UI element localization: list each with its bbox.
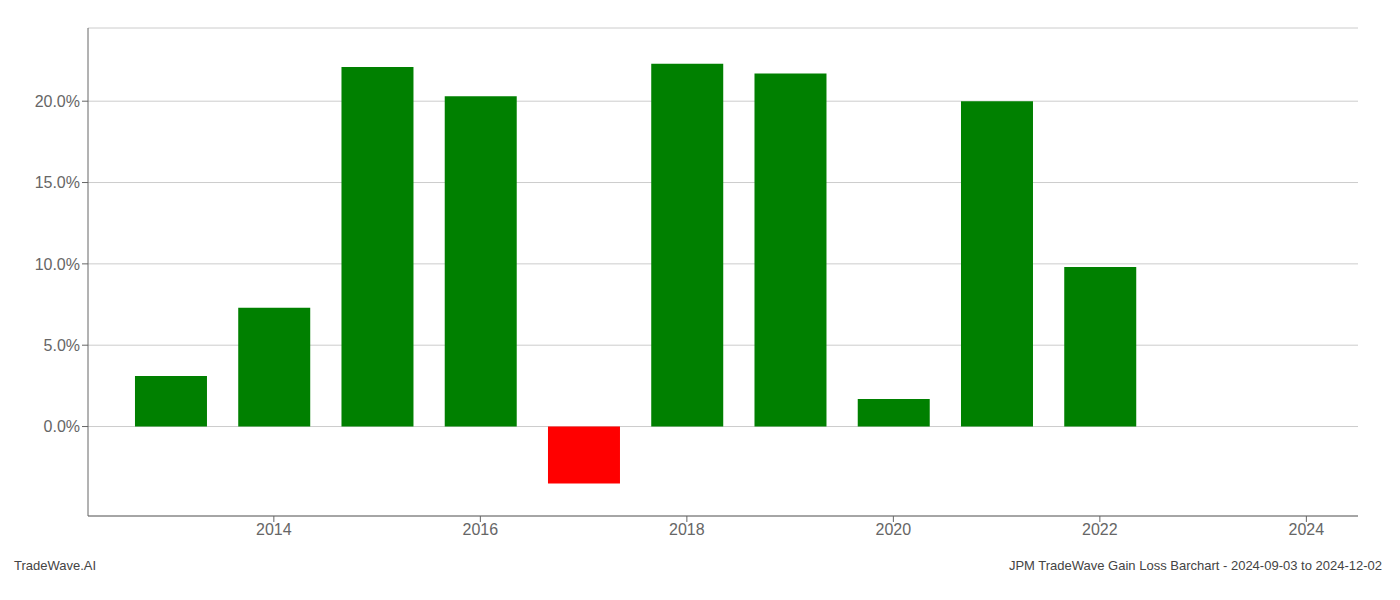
svg-text:20.0%: 20.0% <box>35 93 80 110</box>
svg-text:2022: 2022 <box>1082 521 1118 538</box>
svg-text:2014: 2014 <box>256 521 292 538</box>
svg-text:2024: 2024 <box>1289 521 1325 538</box>
html-text:TradeWave.AI: TradeWave.AI <box>14 558 97 573</box>
svg-text:2020: 2020 <box>876 521 912 538</box>
svg-text:2016: 2016 <box>463 521 499 538</box>
html-text:JPM TradeWave Gain Loss Barcha: JPM TradeWave Gain Loss Barchart - 2024-… <box>1008 558 1382 573</box>
svg-text:0.0%: 0.0% <box>44 418 80 435</box>
svg-text:5.0%: 5.0% <box>44 337 80 354</box>
svg-text:2018: 2018 <box>669 521 705 538</box>
svg-text:15.0%: 15.0% <box>35 174 80 191</box>
svg-text:10.0%: 10.0% <box>35 256 80 273</box>
